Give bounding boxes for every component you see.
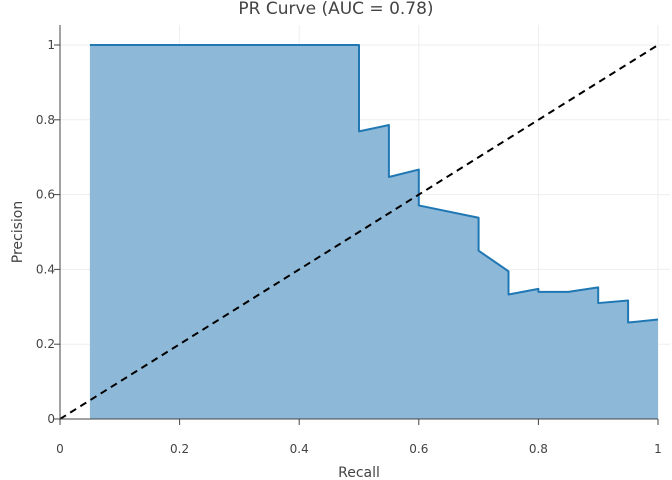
baseline-diagonal-line <box>59 44 659 420</box>
y-tick-label: 0.2 <box>36 337 55 351</box>
x-axis-title: Recall <box>338 465 380 480</box>
tick-labels: 0 0.2 0.4 0.6 0.8 1 0 0.2 0.4 0.6 0.8 1 <box>36 38 662 456</box>
y-tick-label: 0.8 <box>36 113 55 127</box>
pr-area-fill <box>89 45 658 419</box>
y-tick-label: 0 <box>47 412 55 426</box>
x-tick-label: 0.4 <box>290 442 309 456</box>
x-tick-label: 0 <box>56 442 64 456</box>
x-tick-label: 0.8 <box>529 442 548 456</box>
x-tick-label: 0.2 <box>170 442 189 456</box>
x-tick-label: 0.6 <box>409 442 428 456</box>
chart-title: PR Curve (AUC = 0.78) <box>238 0 433 19</box>
axes <box>54 25 659 425</box>
y-tick-label: 0.4 <box>36 262 55 276</box>
y-axis-title: Precision <box>10 201 26 263</box>
area-layer <box>59 44 659 420</box>
y-tick-label: 1 <box>47 38 55 52</box>
y-tick-label: 0.6 <box>36 188 55 202</box>
x-tick-label: 1 <box>654 442 662 456</box>
pr-curve-line <box>89 44 659 324</box>
